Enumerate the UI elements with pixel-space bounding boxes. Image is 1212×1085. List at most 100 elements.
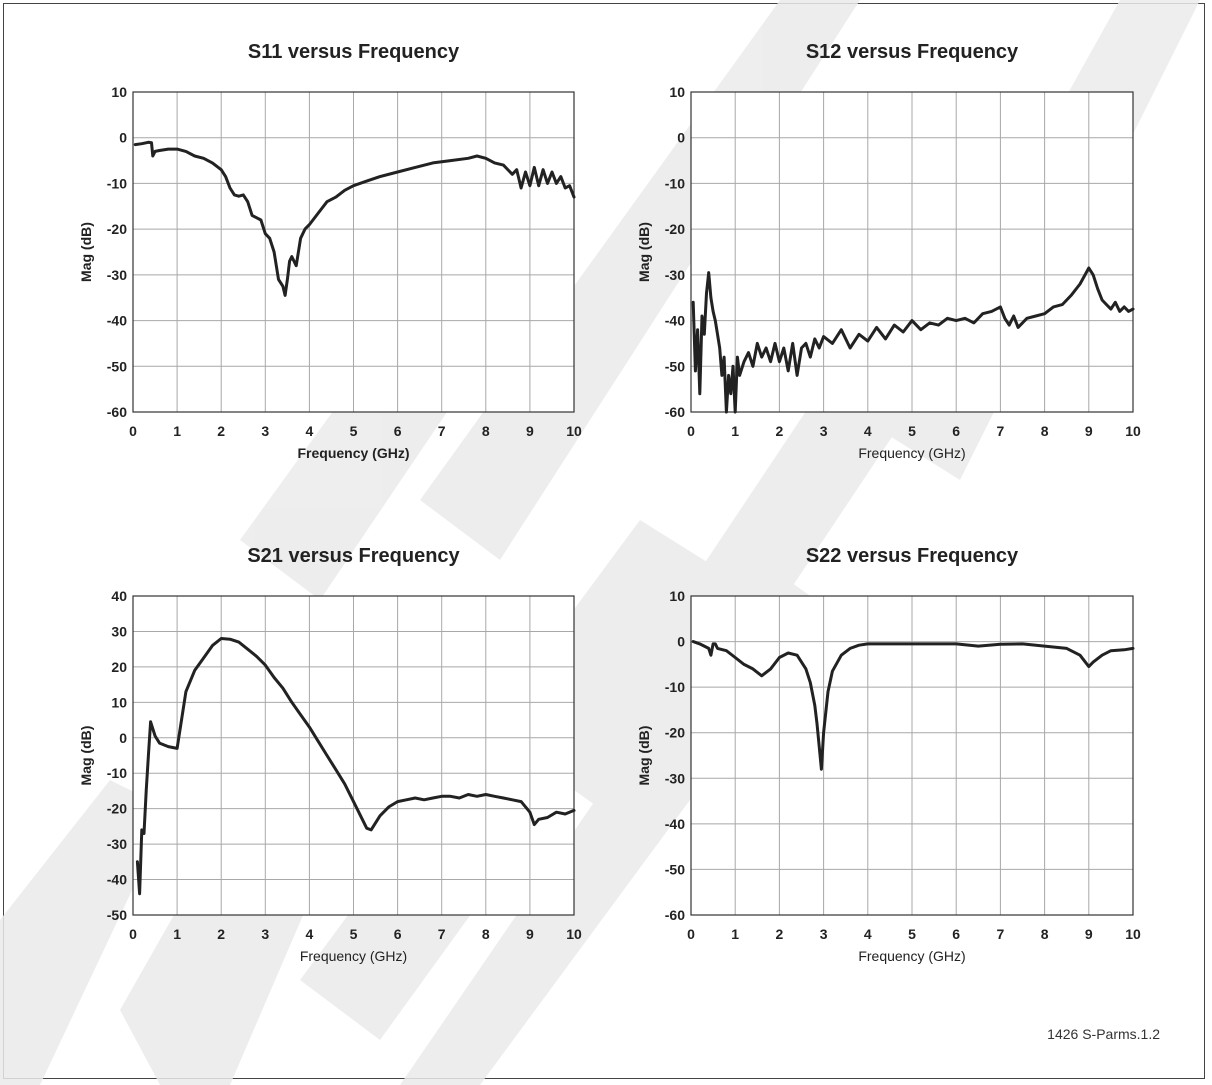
y-tick-label: -30 bbox=[107, 267, 127, 283]
chart-title: S21 versus Frequency bbox=[247, 545, 460, 567]
y-tick-label: 40 bbox=[111, 588, 127, 604]
y-tick-label: -50 bbox=[107, 358, 127, 374]
x-tick-label: 0 bbox=[687, 926, 695, 942]
y-tick-label: -40 bbox=[665, 313, 685, 329]
series-line bbox=[133, 140, 576, 297]
x-axis-label: Frequency (GHz) bbox=[858, 948, 965, 964]
y-axis-label: Mag (dB) bbox=[78, 726, 94, 786]
y-tick-label: 10 bbox=[669, 588, 685, 604]
series-line bbox=[135, 637, 576, 896]
x-tick-label: 7 bbox=[997, 423, 1005, 439]
x-tick-label: 6 bbox=[394, 423, 402, 439]
x-tick-label: 8 bbox=[1041, 423, 1049, 439]
y-tick-label: -40 bbox=[665, 816, 685, 832]
x-tick-label: 5 bbox=[350, 926, 358, 942]
y-tick-label: -10 bbox=[107, 175, 127, 191]
x-tick-label: 7 bbox=[997, 926, 1005, 942]
y-tick-label: 10 bbox=[111, 694, 127, 710]
y-tick-label: -10 bbox=[107, 765, 127, 781]
x-tick-label: 8 bbox=[1041, 926, 1049, 942]
y-axis-label: Mag (dB) bbox=[636, 222, 652, 282]
y-tick-label: 30 bbox=[111, 623, 127, 639]
x-tick-label: 1 bbox=[173, 423, 181, 439]
x-tick-label: 0 bbox=[129, 423, 137, 439]
x-tick-label: 10 bbox=[1125, 423, 1141, 439]
y-tick-label: -40 bbox=[107, 872, 127, 888]
chart-title: S12 versus Frequency bbox=[806, 41, 1019, 63]
y-tick-label: -20 bbox=[665, 725, 685, 741]
x-tick-label: 4 bbox=[306, 423, 314, 439]
x-tick-label: 9 bbox=[526, 423, 534, 439]
y-axis-label: Mag (dB) bbox=[78, 222, 94, 282]
y-tick-label: 20 bbox=[111, 659, 127, 675]
chart-4: S22 versus Frequency 0 1 2 3 4 5 6 7 8 9 10 10 0 -10 -2… bbox=[636, 545, 1141, 964]
y-tick-label: -30 bbox=[665, 770, 685, 786]
x-tick-label: 9 bbox=[1085, 926, 1093, 942]
plot-border bbox=[132, 91, 575, 413]
y-tick-label: -50 bbox=[665, 358, 685, 374]
series-line bbox=[691, 266, 1135, 414]
x-tick-label: 10 bbox=[566, 926, 582, 942]
x-tick-label: 5 bbox=[350, 423, 358, 439]
y-tick-label: 10 bbox=[111, 84, 127, 100]
y-tick-label: -60 bbox=[665, 907, 685, 923]
x-tick-label: 3 bbox=[820, 423, 828, 439]
watermark-stroke bbox=[0, 780, 170, 1085]
y-tick-label: 0 bbox=[677, 130, 685, 146]
chart-title: S11 versus Frequency bbox=[248, 41, 460, 63]
plot-border bbox=[132, 595, 575, 916]
y-tick-label: 0 bbox=[119, 730, 127, 746]
y-axis-label: Mag (dB) bbox=[636, 726, 652, 786]
x-tick-label: 7 bbox=[438, 926, 446, 942]
y-tick-label: -50 bbox=[107, 907, 127, 923]
y-tick-label: 0 bbox=[119, 130, 127, 146]
x-tick-label: 6 bbox=[952, 926, 960, 942]
x-tick-label: 8 bbox=[482, 926, 490, 942]
x-tick-label: 0 bbox=[687, 423, 695, 439]
x-tick-label: 3 bbox=[261, 423, 269, 439]
chart-title: S22 versus Frequency bbox=[806, 545, 1019, 567]
y-tick-label: -50 bbox=[665, 861, 685, 877]
y-tick-label: -30 bbox=[107, 836, 127, 852]
x-tick-label: 2 bbox=[776, 926, 784, 942]
y-tick-label: -40 bbox=[107, 313, 127, 329]
x-tick-label: 1 bbox=[731, 423, 739, 439]
x-tick-label: 3 bbox=[820, 926, 828, 942]
x-tick-label: 8 bbox=[482, 423, 490, 439]
y-tick-label: 0 bbox=[677, 634, 685, 650]
chart-3: S21 versus Frequency 0 1 2 3 4 5 6 7 8 9 10 40 30 20 10… bbox=[78, 545, 582, 964]
y-tick-label: -60 bbox=[665, 404, 685, 420]
x-tick-label: 1 bbox=[731, 926, 739, 942]
x-tick-label: 5 bbox=[908, 926, 916, 942]
x-tick-label: 4 bbox=[864, 423, 872, 439]
y-tick-label: -10 bbox=[665, 679, 685, 695]
y-tick-label: 10 bbox=[669, 84, 685, 100]
x-tick-label: 2 bbox=[217, 926, 225, 942]
x-tick-label: 2 bbox=[217, 423, 225, 439]
x-tick-label: 10 bbox=[1125, 926, 1141, 942]
figure-id-label: 1426 S-Parms.1.2 bbox=[1047, 1026, 1160, 1042]
x-tick-label: 3 bbox=[261, 926, 269, 942]
x-axis-label: Frequency (GHz) bbox=[297, 445, 409, 461]
x-tick-label: 7 bbox=[438, 423, 446, 439]
y-tick-label: -60 bbox=[107, 404, 127, 420]
y-tick-label: -30 bbox=[665, 267, 685, 283]
x-tick-label: 6 bbox=[952, 423, 960, 439]
x-axis-label: Frequency (GHz) bbox=[300, 948, 407, 964]
chart-1: S11 versus Frequency 0 1 2 3 4 5 6 7 8 9 10 10 0 -10 -2… bbox=[78, 41, 582, 461]
x-tick-label: 9 bbox=[1085, 423, 1093, 439]
y-tick-label: -10 bbox=[665, 175, 685, 191]
series-line bbox=[691, 640, 1135, 771]
x-tick-label: 9 bbox=[526, 926, 534, 942]
x-tick-label: 10 bbox=[566, 423, 582, 439]
x-tick-label: 0 bbox=[129, 926, 137, 942]
x-tick-label: 6 bbox=[394, 926, 402, 942]
y-tick-label: -20 bbox=[107, 801, 127, 817]
x-tick-label: 1 bbox=[173, 926, 181, 942]
x-tick-label: 4 bbox=[864, 926, 872, 942]
x-axis-label: Frequency (GHz) bbox=[858, 445, 965, 461]
x-tick-label: 5 bbox=[908, 423, 916, 439]
y-tick-label: -20 bbox=[107, 221, 127, 237]
plot-border bbox=[690, 595, 1134, 916]
